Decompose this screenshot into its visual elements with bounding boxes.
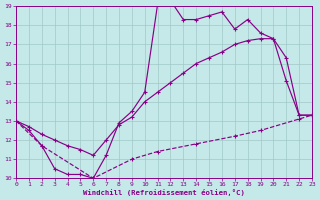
X-axis label: Windchill (Refroidissement éolien,°C): Windchill (Refroidissement éolien,°C) xyxy=(83,189,245,196)
